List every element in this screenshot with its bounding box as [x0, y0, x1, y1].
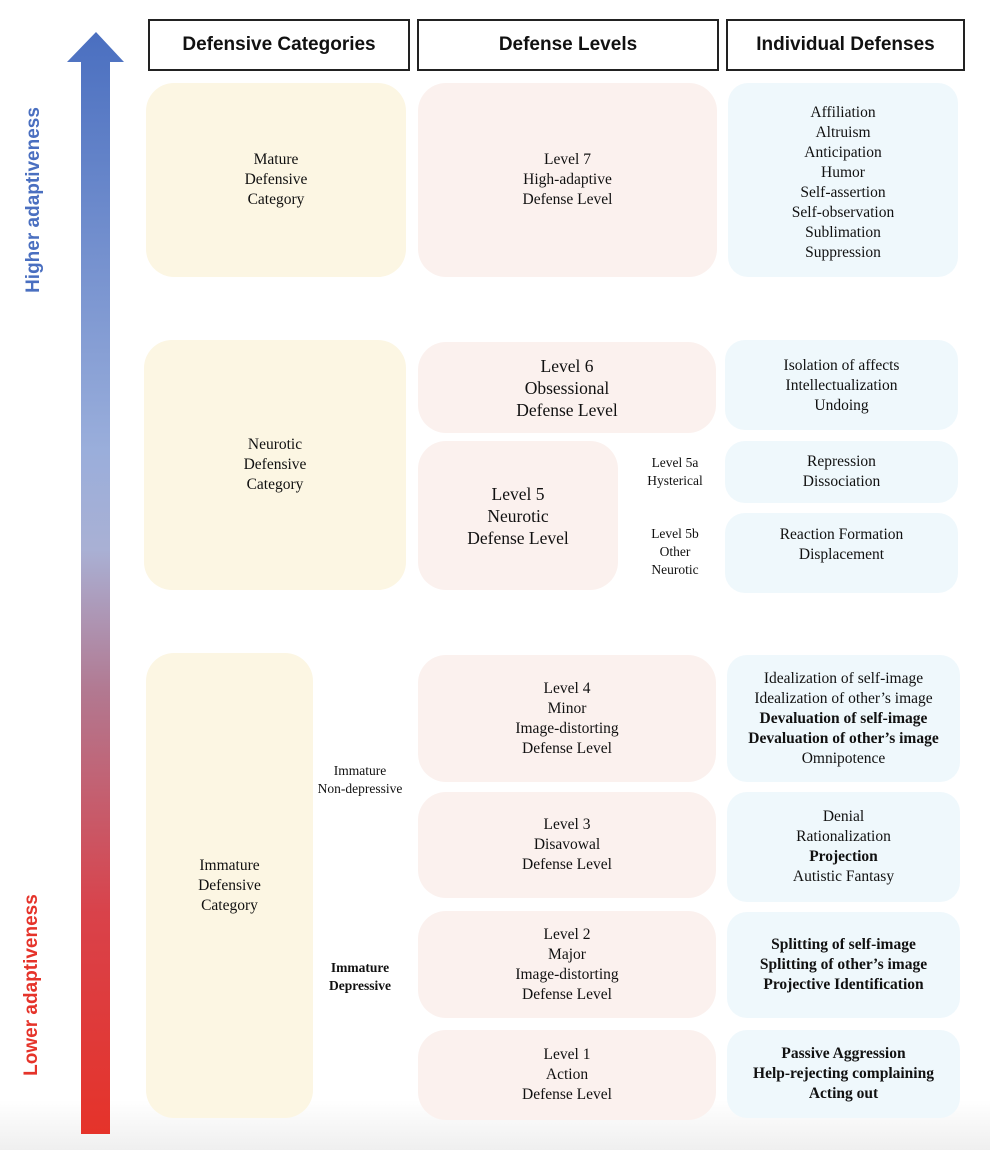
defense-item: Self-observation [791, 204, 895, 221]
defense-item: Passive Aggression [781, 1045, 906, 1062]
defense-item: Dissociation [802, 473, 881, 490]
text-line: Image-distorting [515, 719, 619, 737]
text-line: High-adaptive [523, 171, 612, 188]
defense-item: Rationalization [796, 828, 891, 845]
defense-item: Displacement [798, 546, 885, 563]
category-mature: Mature Defensive Category [146, 83, 406, 277]
defense-item: Repression [807, 453, 876, 470]
defenses-level-3: Denial Rationalization Projection Autistic … [727, 792, 960, 902]
defense-item: Help-rejecting complaining [753, 1065, 934, 1082]
text-line: Defensive [244, 171, 308, 188]
defense-item: Autistic Fantasy [792, 868, 895, 885]
level-5a-label: Level 5a Hysterical [635, 454, 715, 490]
text-line: Defense Level [522, 1086, 612, 1103]
text-line: Disavowal [533, 836, 601, 853]
defense-item: Projective Identification [763, 976, 924, 993]
header-individual-defenses: Individual Defenses [726, 19, 965, 71]
text-line: Immature [330, 960, 390, 975]
text-line: Level 4 [543, 679, 591, 697]
text-line: Non-depressive [317, 781, 403, 796]
text-line: Defensive [198, 876, 261, 894]
defenses-level-2: Splitting of self-image Splitting of othe… [727, 912, 960, 1018]
defenses-level-5b: Reaction Formation Displacement [725, 513, 958, 593]
level-2: Level 2 Major Image-distorting Defense Leve… [418, 911, 716, 1018]
defenses-level-5a: Repression Dissociation [725, 441, 958, 503]
category-neurotic: Neurotic Defensive Category [144, 340, 406, 590]
defense-item: Idealization of other’s image [754, 689, 933, 707]
text-line: Category [246, 476, 304, 493]
text-line: Defense Level [516, 399, 618, 420]
text-line: Defense Level [522, 856, 612, 873]
text-line: Minor [547, 699, 587, 717]
text-line: Category [247, 191, 305, 208]
defense-item: Splitting of self-image [771, 936, 916, 953]
text-line: Neurotic [487, 505, 549, 526]
adaptiveness-arrow [67, 32, 124, 1134]
defense-item: Self-assertion [800, 184, 886, 201]
text-line: Hysterical [647, 473, 703, 488]
subcategory-immature-non-depressive: Immature Non-depressive [300, 762, 420, 798]
defense-item: Anticipation [804, 144, 882, 161]
defense-item: Affiliation [810, 104, 876, 121]
defenses-level-1: Passive Aggression Help-rejecting complai… [727, 1030, 960, 1118]
defense-item: Acting out [808, 1085, 879, 1102]
text-line: Level 5 [491, 483, 545, 504]
text-line: Immature [199, 856, 260, 874]
header-defensive-categories: Defensive Categories [148, 19, 410, 71]
defense-item: Altruism [815, 124, 871, 141]
higher-adaptiveness-label: Higher adaptiveness [23, 107, 44, 293]
defense-item: Undoing [814, 397, 869, 414]
defense-item: Isolation of affects [783, 357, 900, 374]
defense-item: Projection [809, 848, 878, 865]
text-line: Neurotic [247, 436, 303, 453]
level-7: Level 7 High-adaptive Defense Level [418, 83, 717, 277]
text-line: Defense Level [467, 527, 569, 548]
level-5: Level 5 Neurotic Defense Level [418, 441, 618, 590]
defenses-level-7: Affiliation Altruism Anticipation Humor Self… [728, 83, 958, 277]
defense-item: Omnipotence [801, 749, 886, 767]
defense-item: Denial [822, 808, 865, 825]
defense-item: Devaluation of self-image [759, 709, 928, 727]
text-line: Other [659, 544, 691, 559]
defense-item: Splitting of other’s image [759, 956, 928, 973]
text-line: Defensive [243, 456, 307, 473]
text-line: Level 5a [651, 455, 699, 470]
defense-item: Humor [821, 164, 865, 181]
defenses-level-6: Isolation of affects Intellectualization U… [725, 340, 958, 430]
level-4: Level 4 Minor Image-distorting Defense Leve… [418, 655, 716, 782]
defense-item: Suppression [805, 244, 881, 261]
text-line: Action [545, 1066, 589, 1083]
text-line: Mature [253, 151, 299, 168]
defense-item: Intellectualization [785, 377, 898, 394]
defense-item: Sublimation [805, 224, 881, 241]
text-line: Defense Level [522, 739, 612, 757]
lower-adaptiveness-label: Lower adaptiveness [21, 894, 42, 1076]
header-defense-levels: Defense Levels [417, 19, 719, 71]
subcategory-immature-depressive: Immature Depressive [300, 959, 420, 995]
text-line: Category [201, 896, 258, 914]
defense-item: Idealization of self-image [763, 669, 924, 687]
level-6: Level 6 Obsessional Defense Level [418, 342, 716, 433]
text-line: Defense Level [522, 191, 613, 208]
text-line: Defense Level [522, 985, 612, 1003]
category-immature: Immature Defensive Category [146, 653, 313, 1118]
text-line: Neurotic [651, 562, 699, 577]
level-1: Level 1 Action Defense Level [418, 1030, 716, 1120]
text-line: Level 2 [543, 925, 591, 943]
level-3: Level 3 Disavowal Defense Level [418, 792, 716, 898]
text-line: Depressive [329, 978, 391, 993]
text-line: Obsessional [524, 377, 610, 398]
text-line: Level 7 [544, 151, 591, 168]
text-line: Level 5b [651, 526, 699, 541]
defense-item: Devaluation of other’s image [748, 729, 939, 747]
level-5b-label: Level 5b Other Neurotic [635, 525, 715, 579]
defenses-level-4: Idealization of self-image Idealization o… [727, 655, 960, 782]
defense-item: Reaction Formation [779, 526, 904, 543]
text-line: Level 6 [540, 355, 594, 376]
text-line: Major [548, 945, 586, 963]
text-line: Image-distorting [515, 965, 619, 983]
text-line: Level 1 [543, 1046, 591, 1063]
text-line: Level 3 [543, 816, 591, 833]
text-line: Immature [333, 763, 387, 778]
